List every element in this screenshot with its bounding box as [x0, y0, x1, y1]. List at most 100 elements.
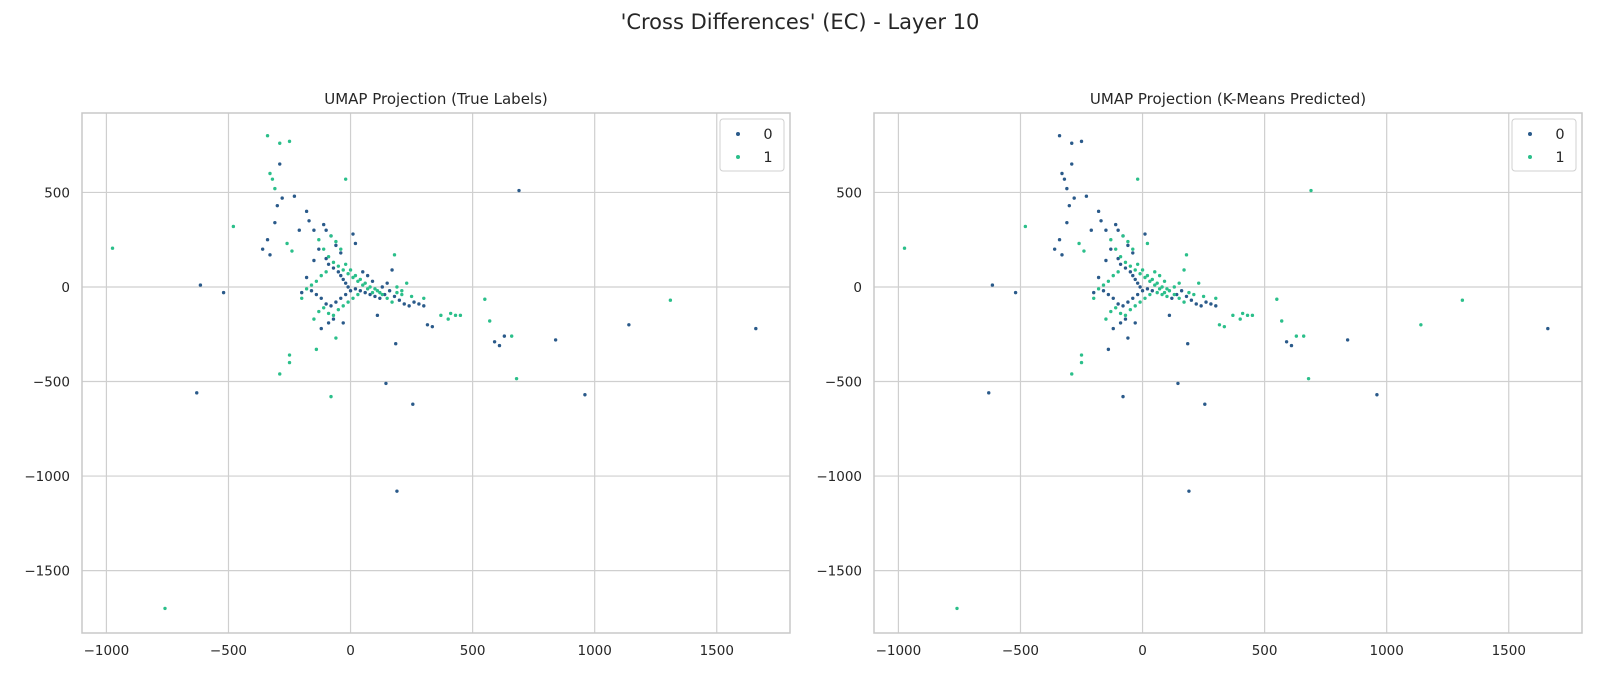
data-point: [1065, 186, 1069, 191]
data-point: [390, 268, 394, 272]
data-point: [1186, 341, 1190, 346]
data-point: [1113, 247, 1118, 251]
data-point: [331, 260, 336, 265]
data-point: [405, 281, 409, 285]
data-point: [1165, 294, 1169, 299]
data-point: [1189, 298, 1194, 302]
data-point: [1070, 162, 1074, 166]
data-point: [334, 243, 338, 248]
data-point: [1145, 241, 1150, 246]
data-point: [1182, 300, 1186, 304]
data-point: [390, 300, 394, 304]
data-point: [278, 372, 282, 376]
data-point: [317, 309, 321, 314]
legend: 01: [719, 118, 785, 172]
data-point: [1123, 313, 1128, 318]
data-point: [1118, 262, 1123, 266]
data-point: [1109, 247, 1113, 251]
data-point: [341, 304, 345, 308]
legend-label: 0: [1555, 127, 1564, 143]
data-point: [1182, 268, 1186, 272]
data-point: [341, 277, 345, 282]
data-point: [1123, 266, 1128, 270]
data-point: [1143, 232, 1147, 236]
data-point: [1165, 287, 1169, 291]
data-point: [268, 171, 272, 176]
data-point: [273, 220, 277, 225]
data-point: [1177, 296, 1181, 301]
data-point: [324, 256, 328, 261]
data-point: [304, 209, 309, 214]
data-point: [275, 203, 280, 208]
data-point: [314, 292, 319, 297]
data-point: [351, 296, 355, 301]
data-point: [1089, 228, 1093, 232]
data-point: [1135, 177, 1140, 181]
data-point: [358, 277, 363, 282]
axes-title: UMAP Projection (K-Means Predicted): [1090, 90, 1366, 108]
data-point: [1060, 171, 1064, 176]
data-point: [754, 326, 758, 331]
data-point: [1111, 296, 1115, 301]
data-point: [1096, 287, 1101, 291]
data-point: [287, 360, 292, 365]
data-point: [448, 311, 453, 316]
y-tick-label: −1500: [24, 564, 70, 580]
y-tick-label: −1500: [816, 564, 862, 580]
data-point: [1096, 275, 1101, 280]
plot-frame: [873, 112, 1583, 634]
data-point: [1184, 294, 1189, 299]
x-tick-label: 500: [460, 643, 486, 659]
data-point: [1138, 285, 1142, 289]
data-point: [1179, 289, 1184, 293]
data-point: [392, 294, 397, 299]
data-point: [348, 289, 353, 293]
legend-label: 1: [763, 150, 772, 166]
data-point: [497, 343, 502, 348]
data-point: [356, 279, 360, 283]
data-point: [411, 402, 415, 406]
data-point: [583, 393, 587, 397]
data-point: [1104, 258, 1108, 263]
data-point: [1116, 228, 1120, 232]
data-point: [304, 287, 309, 291]
data-point: [1116, 256, 1120, 261]
data-point: [453, 313, 458, 318]
data-point: [1113, 222, 1118, 227]
data-point: [265, 237, 270, 242]
data-point: [1222, 324, 1227, 329]
data-point: [1240, 311, 1245, 316]
data-point: [1309, 188, 1313, 193]
data-point: [1096, 209, 1101, 214]
data-point: [273, 186, 277, 191]
data-point: [1150, 277, 1155, 282]
data-point: [380, 285, 384, 289]
data-point: [1131, 296, 1135, 301]
data-point: [268, 253, 272, 257]
data-point: [1135, 292, 1140, 297]
data-point: [339, 251, 343, 255]
data-point: [365, 287, 370, 291]
data-point: [1133, 304, 1137, 308]
x-tick-label: 0: [346, 643, 355, 659]
data-point: [375, 313, 380, 318]
data-point: [1133, 268, 1137, 272]
y-tick-label: −500: [33, 375, 70, 391]
data-point: [1131, 273, 1135, 278]
data-point: [343, 292, 348, 297]
data-point: [1106, 347, 1111, 352]
data-point: [1135, 281, 1140, 285]
y-tick-label: −500: [825, 375, 862, 391]
data-point: [378, 296, 382, 301]
data-point: [346, 272, 350, 276]
data-point: [1345, 338, 1350, 342]
data-point: [1238, 317, 1242, 321]
data-point: [329, 304, 333, 308]
data-point: [339, 296, 343, 301]
x-tick-label: −1000: [84, 643, 130, 659]
data-point: [319, 296, 323, 301]
data-point: [1052, 247, 1057, 251]
data-point: [321, 222, 326, 227]
data-point: [380, 292, 384, 297]
data-point: [1135, 262, 1140, 266]
